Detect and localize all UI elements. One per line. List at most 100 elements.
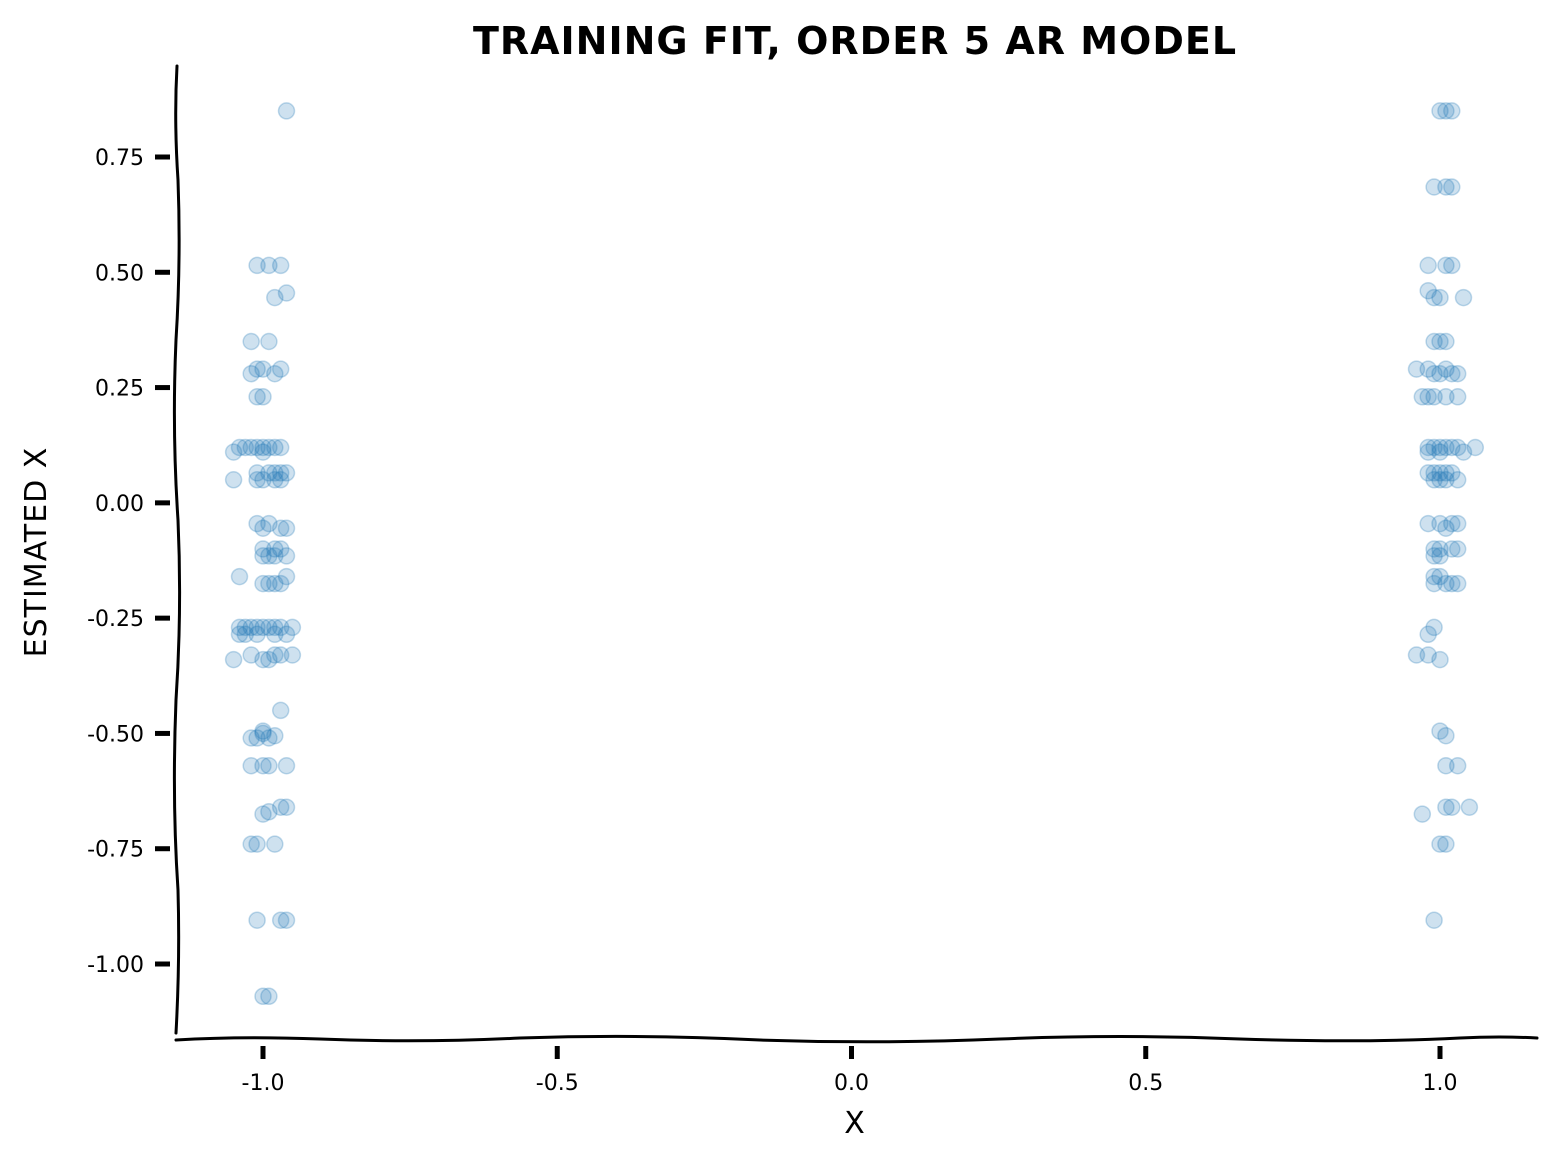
data-point bbox=[266, 464, 284, 482]
data-point bbox=[254, 360, 272, 378]
data-point bbox=[1431, 514, 1449, 533]
data-point bbox=[248, 471, 266, 489]
data-point bbox=[1437, 798, 1455, 816]
data-point bbox=[271, 701, 290, 720]
data-point bbox=[224, 443, 243, 461]
data-point bbox=[260, 574, 278, 593]
data-point bbox=[1437, 178, 1455, 196]
data-point bbox=[1443, 178, 1461, 196]
data-point bbox=[277, 102, 296, 120]
data-point bbox=[254, 805, 272, 823]
data-point bbox=[1431, 835, 1449, 853]
data-point bbox=[254, 519, 272, 537]
data-point bbox=[1448, 514, 1467, 533]
x-tick-label: 0.5 bbox=[1128, 1071, 1163, 1096]
data-point bbox=[1407, 360, 1426, 378]
data-point bbox=[1454, 443, 1473, 461]
data-point bbox=[236, 625, 255, 644]
data-point bbox=[271, 360, 290, 378]
data-point bbox=[248, 835, 266, 853]
data-point bbox=[1448, 438, 1467, 457]
data-point bbox=[254, 547, 272, 565]
data-point bbox=[271, 519, 290, 537]
data-point bbox=[266, 835, 284, 853]
data-point bbox=[254, 471, 272, 489]
data-points bbox=[224, 102, 1485, 1006]
data-point bbox=[236, 618, 255, 637]
data-point bbox=[260, 618, 278, 637]
x-tick-label: 1.0 bbox=[1423, 1071, 1458, 1096]
data-point bbox=[1431, 364, 1449, 383]
x-axis-spine bbox=[174, 1034, 1539, 1044]
data-point bbox=[277, 464, 296, 482]
data-point bbox=[1448, 388, 1467, 406]
y-tick-label: 0.00 bbox=[95, 492, 144, 517]
y-tick-label: 0.50 bbox=[95, 261, 144, 286]
data-point bbox=[1431, 547, 1449, 565]
data-point bbox=[260, 438, 278, 457]
data-point bbox=[1431, 332, 1449, 351]
data-point bbox=[1431, 443, 1449, 461]
data-point bbox=[1437, 332, 1455, 351]
data-point bbox=[248, 618, 266, 637]
data-point bbox=[1425, 471, 1443, 489]
data-point bbox=[271, 646, 290, 664]
data-point bbox=[266, 646, 284, 664]
data-point bbox=[254, 443, 272, 461]
data-point bbox=[1431, 102, 1449, 120]
data-point bbox=[260, 332, 278, 351]
data-point bbox=[266, 618, 284, 637]
data-point bbox=[242, 835, 260, 853]
data-point bbox=[1413, 388, 1432, 406]
data-point bbox=[1431, 650, 1449, 669]
data-point bbox=[1431, 471, 1449, 489]
data-point bbox=[230, 625, 249, 644]
data-point bbox=[1431, 722, 1449, 740]
data-point bbox=[1425, 464, 1443, 482]
y-tick-label: 0.25 bbox=[95, 377, 144, 402]
data-point bbox=[1448, 540, 1467, 558]
data-point bbox=[1431, 540, 1449, 558]
data-point bbox=[260, 803, 278, 821]
y-axis-label: Estimated x bbox=[19, 447, 54, 658]
data-point bbox=[254, 540, 272, 558]
data-point bbox=[1425, 288, 1443, 307]
data-point bbox=[1425, 618, 1443, 637]
data-point bbox=[1425, 438, 1443, 457]
x-axis-label: x bbox=[844, 1106, 866, 1141]
data-point bbox=[1407, 646, 1426, 664]
y-tick-label: 0.75 bbox=[95, 146, 144, 171]
data-point bbox=[1443, 438, 1461, 457]
data-point bbox=[1443, 798, 1461, 816]
data-point bbox=[1437, 471, 1455, 489]
data-point bbox=[1431, 288, 1449, 307]
data-point bbox=[1431, 567, 1449, 586]
data-point bbox=[1425, 540, 1443, 558]
data-point bbox=[1443, 540, 1461, 558]
data-point bbox=[283, 618, 302, 637]
data-point bbox=[242, 646, 260, 664]
data-point bbox=[260, 464, 278, 482]
data-point bbox=[224, 650, 243, 669]
data-point bbox=[1437, 835, 1455, 853]
data-point bbox=[1448, 364, 1467, 383]
data-point bbox=[1425, 567, 1443, 586]
data-point bbox=[266, 288, 284, 307]
data-point bbox=[271, 471, 290, 489]
data-point bbox=[1419, 443, 1437, 461]
data-point bbox=[1419, 281, 1437, 300]
data-point bbox=[242, 364, 260, 383]
data-point bbox=[277, 625, 296, 644]
data-point bbox=[248, 360, 266, 378]
data-point bbox=[1419, 388, 1437, 406]
data-point bbox=[230, 567, 249, 586]
x-tick-label: -1.0 bbox=[242, 1071, 285, 1096]
data-point bbox=[242, 729, 260, 747]
data-point bbox=[248, 256, 266, 275]
data-point bbox=[254, 388, 272, 406]
data-point bbox=[277, 798, 296, 816]
data-point bbox=[266, 364, 284, 383]
data-point bbox=[260, 514, 278, 533]
data-point bbox=[1443, 574, 1461, 593]
y-axis-ticks: -1.00 -0.75 -0.50 -0.25 0.00 0.25 0.50 0.75 bbox=[87, 146, 170, 978]
